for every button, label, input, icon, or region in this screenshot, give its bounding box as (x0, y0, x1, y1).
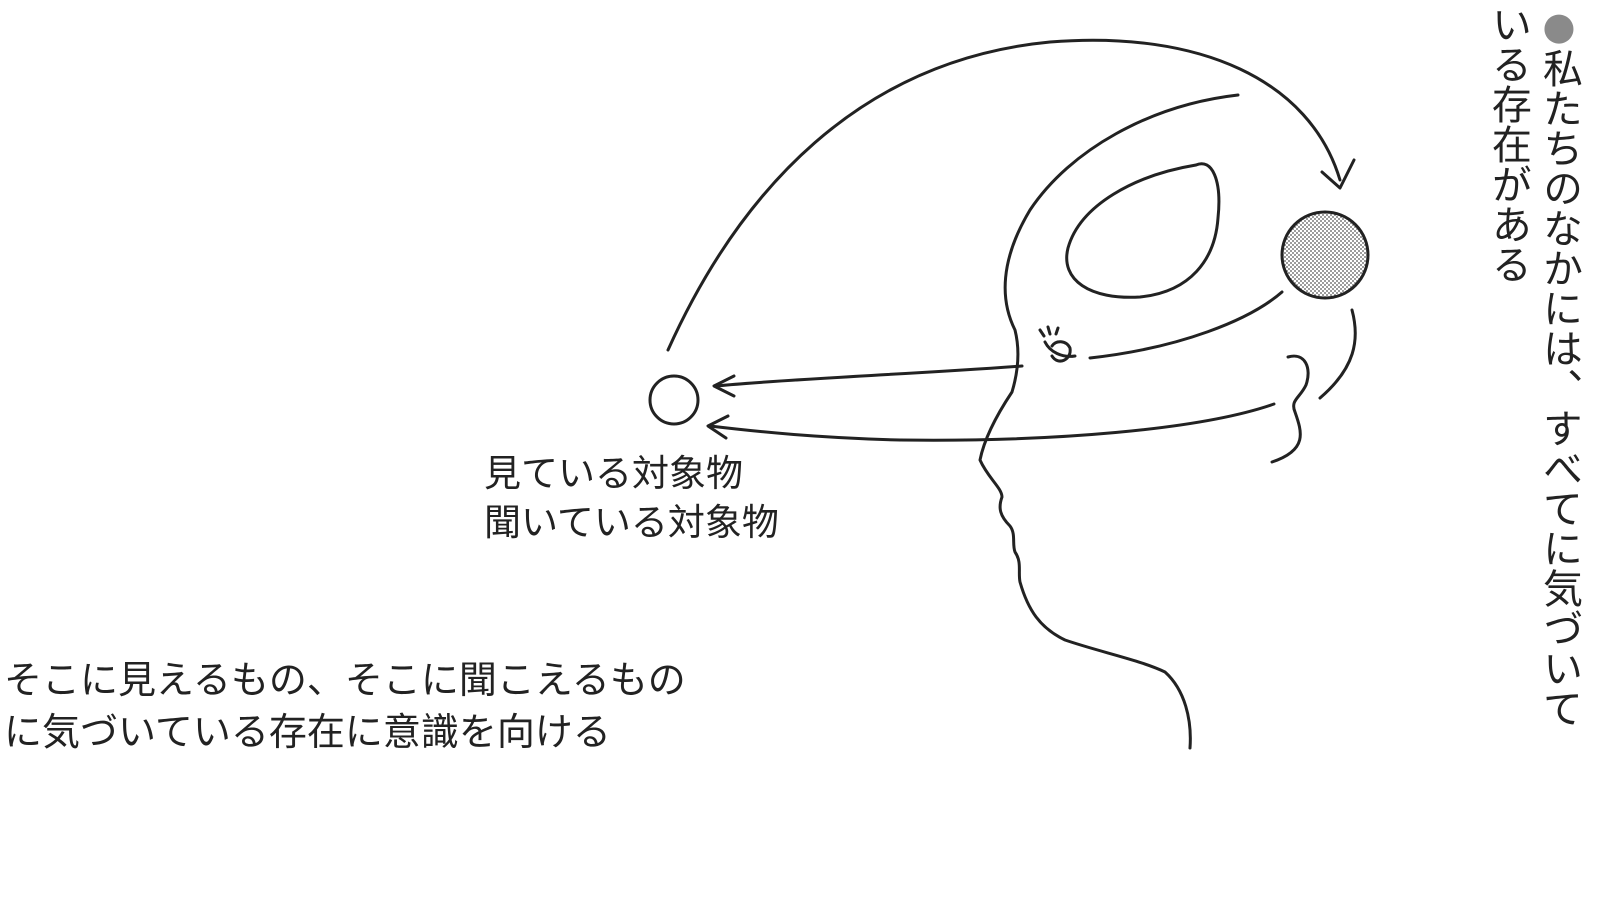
side-note: ●私たちのなかには、すべてに気づいて いる存在がある (1482, 4, 1584, 884)
brain-loop (1065, 162, 1221, 299)
awareness-arc-arrow (666, 38, 1342, 352)
caption-line-1: そこに見えるもの、そこに聞こえるもの (4, 658, 686, 702)
eye-icon (1038, 325, 1077, 363)
side-note-line-1: 私たちのなかには、すべてに気づいて (1536, 48, 1582, 728)
awareness-dot (1280, 210, 1370, 300)
hearing-arrow (708, 402, 1276, 442)
back-of-head (1318, 308, 1357, 400)
ear (1270, 354, 1310, 464)
seen-object-label: 見ている対象物 (484, 452, 743, 495)
arc-arrow-head (1320, 158, 1356, 190)
sight-arrow-head (712, 374, 736, 398)
sight-arrow (714, 364, 1024, 388)
side-note-line-2: いる存在がある (1484, 4, 1531, 284)
head-profile (978, 93, 1240, 750)
bullet-icon: ● (1537, 4, 1581, 48)
hearing-arrow-head (706, 414, 730, 440)
caption: そこに見えるもの、そこに聞こえるもの に気づいている存在に意識を向ける (4, 655, 686, 758)
object-circle (648, 374, 700, 426)
heard-object-label: 聞いている対象物 (484, 500, 779, 544)
inner-line (1088, 290, 1284, 360)
object-labels: 見ている対象物 聞いている対象物 (484, 450, 779, 548)
caption-line-2: に気づいている存在に意識を向ける (4, 709, 611, 754)
